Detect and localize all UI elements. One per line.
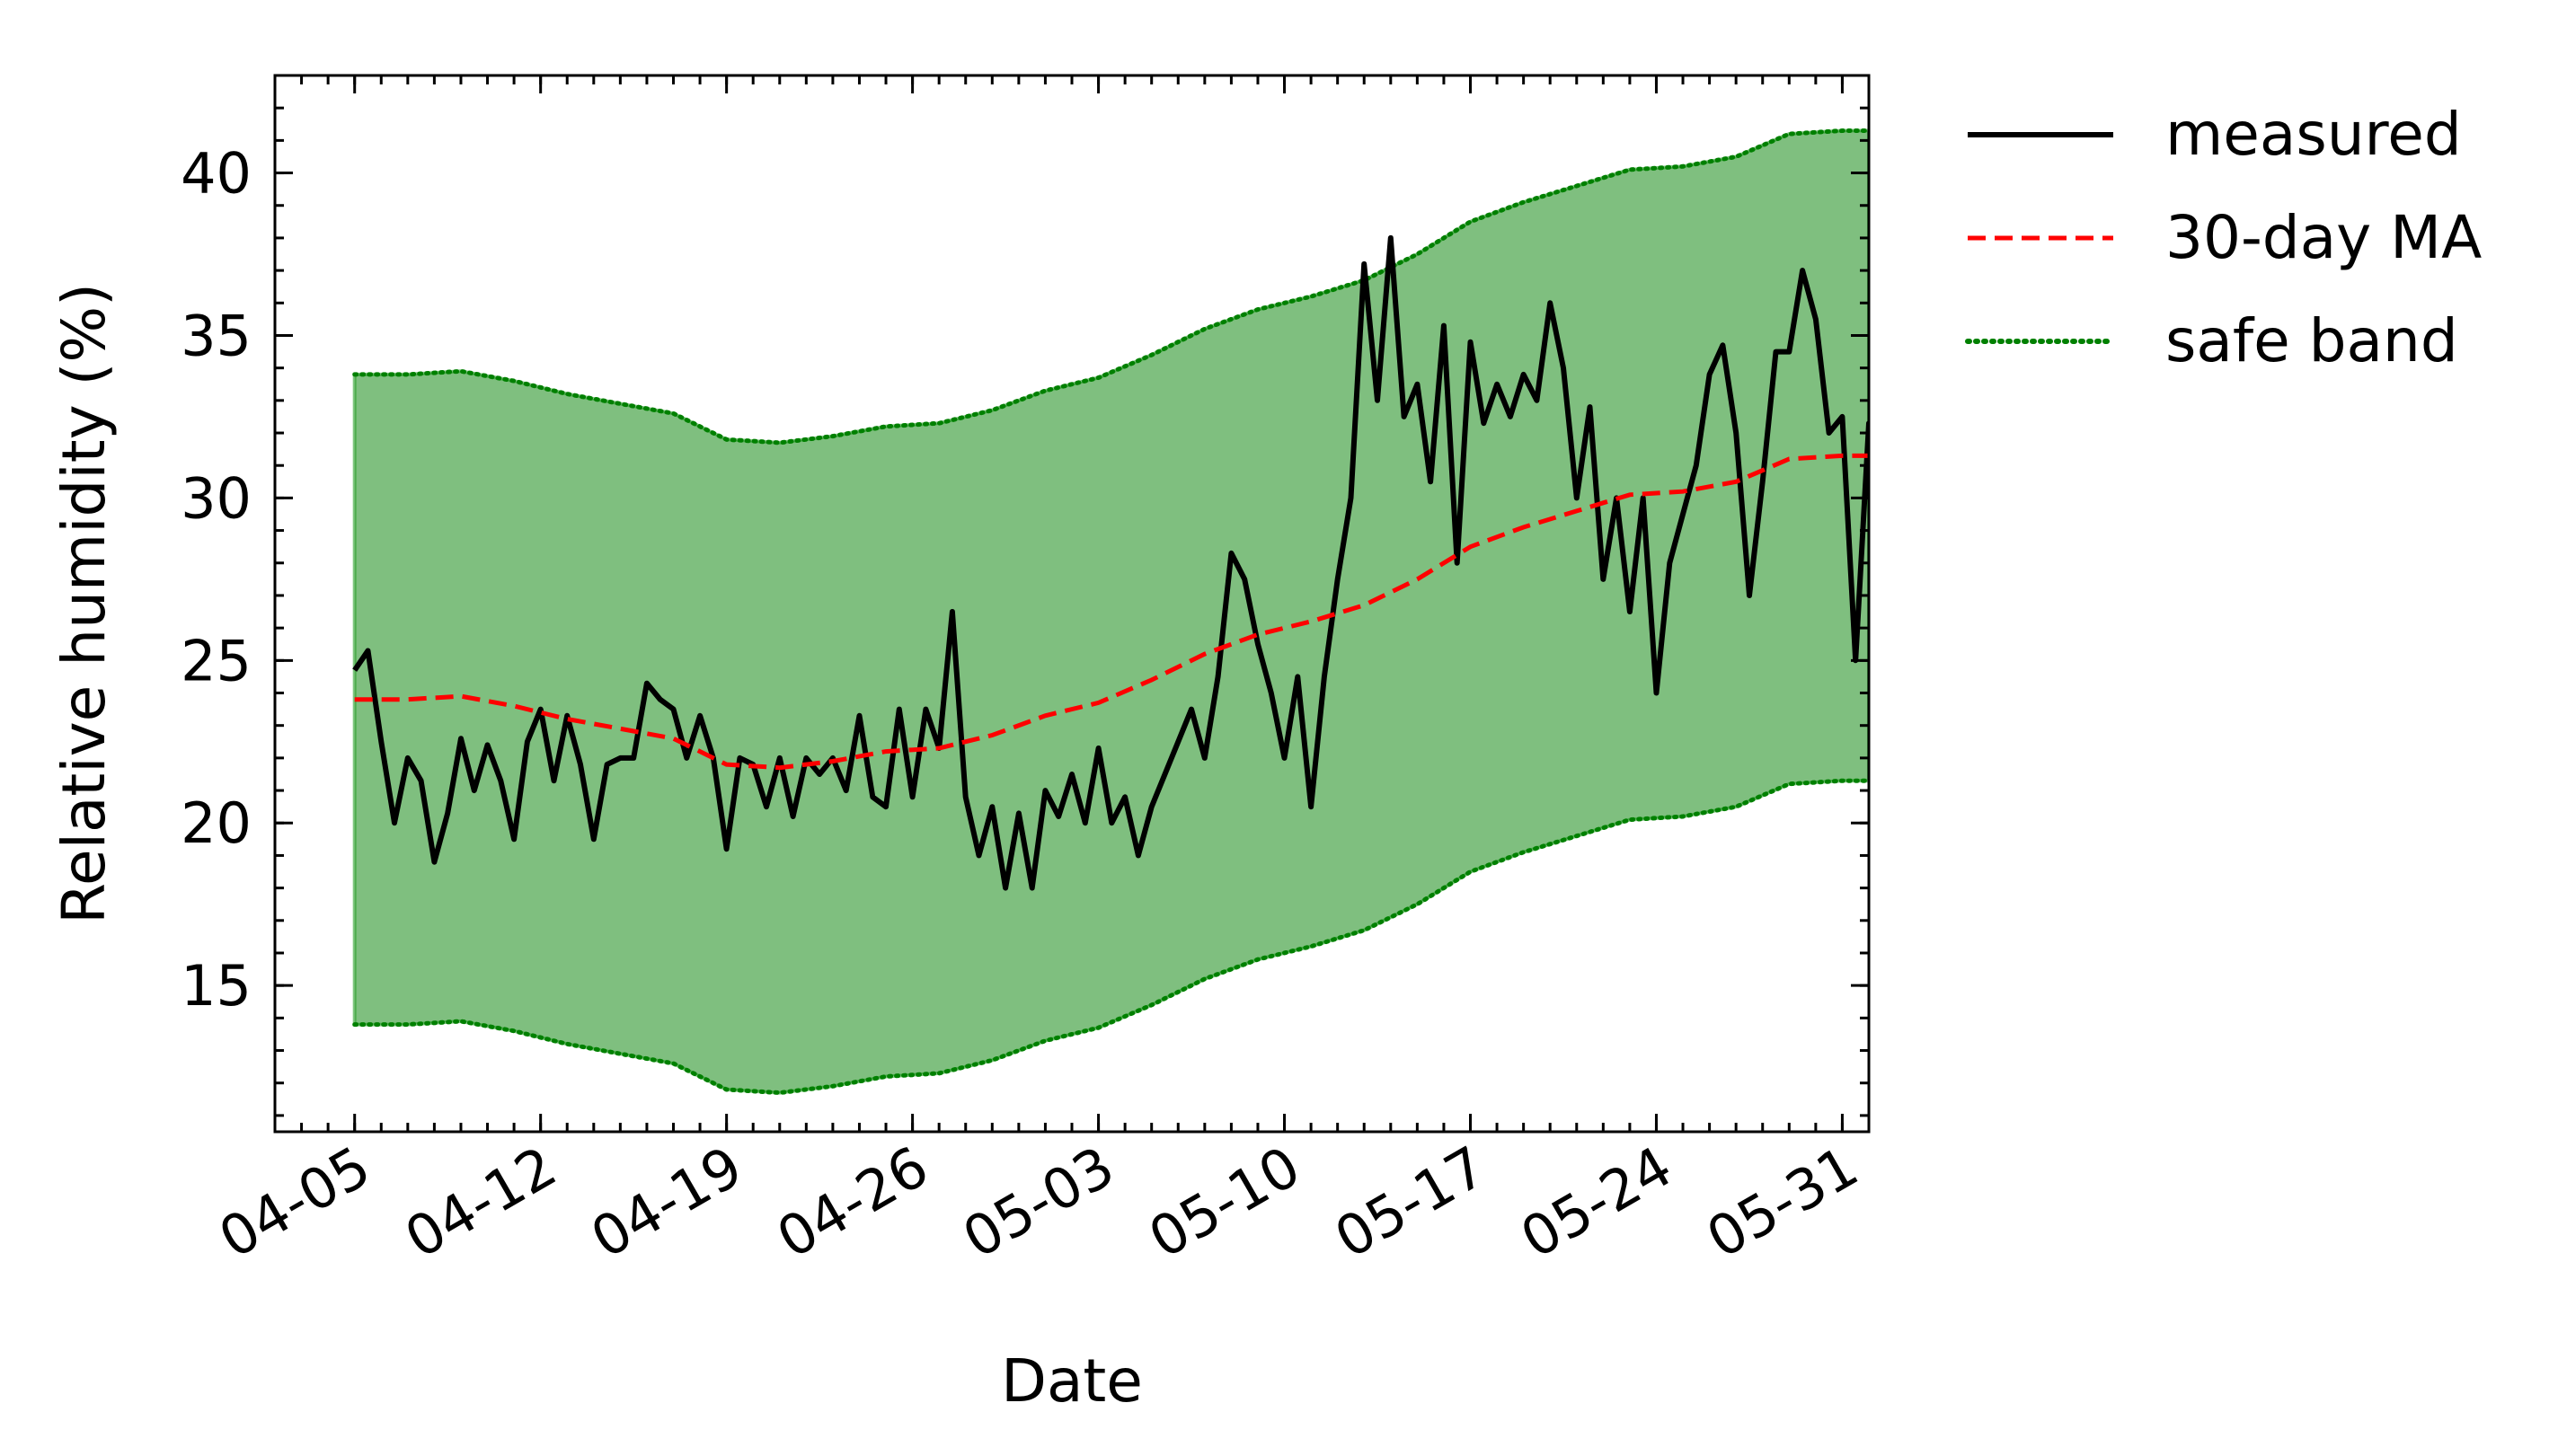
safe-band-lower-line xyxy=(352,778,1869,1096)
axis-ticks xyxy=(273,74,1871,1132)
legend-measured-label: measured xyxy=(2165,100,2462,169)
legend-ma-label: 30-day MA xyxy=(2165,203,2482,272)
y-tick-labels: 15 20 25 30 35 40 xyxy=(181,141,252,1019)
safe-band-upper-line xyxy=(352,128,1869,446)
y-tick-label: 20 xyxy=(181,790,252,856)
legend: measured 30-day MA safe band xyxy=(1965,100,2482,375)
y-tick-label: 40 xyxy=(181,141,252,207)
y-axis-label: Relative humidity (%) xyxy=(49,283,119,924)
moving-average-line xyxy=(354,453,1869,771)
y-tick-label: 25 xyxy=(181,628,252,693)
y-tick-label: 35 xyxy=(181,303,252,368)
measured-line xyxy=(352,234,1869,891)
legend-band-label: safe band xyxy=(2165,306,2458,375)
x-axis-label: Date xyxy=(1001,1346,1143,1416)
y-tick-label: 30 xyxy=(181,465,252,531)
y-tick-label: 15 xyxy=(181,953,252,1019)
plot-area xyxy=(352,128,1869,1096)
